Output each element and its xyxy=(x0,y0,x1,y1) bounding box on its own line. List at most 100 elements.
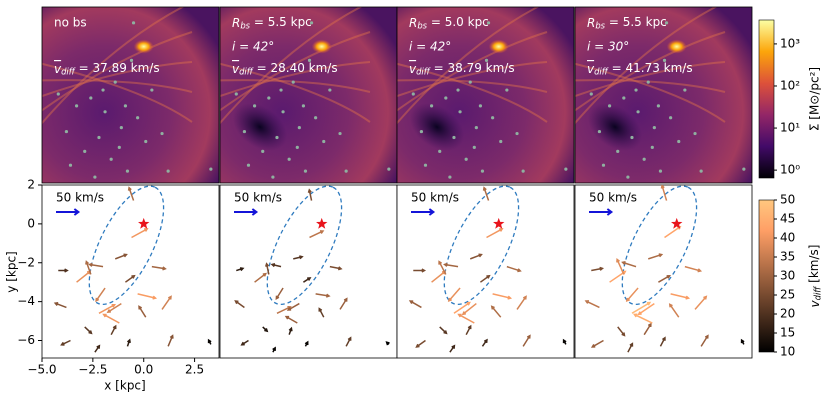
star-particle xyxy=(117,145,121,150)
mean-velocity-symbol: v xyxy=(54,62,62,76)
star-particle xyxy=(83,149,87,153)
velocity-arrow xyxy=(643,322,652,336)
velocity-arrow xyxy=(591,266,605,272)
x-tick-label: −5.0 xyxy=(27,363,56,377)
density-hole xyxy=(587,103,643,151)
y-tick-label: 2 xyxy=(27,178,35,192)
colorbar-tick-label: 15 xyxy=(780,326,795,340)
star-particle xyxy=(129,58,134,62)
velocity-arrow xyxy=(131,228,149,239)
star-particle xyxy=(472,145,476,150)
star-particle xyxy=(626,175,630,179)
star-particle xyxy=(616,149,620,153)
mean-velocity: vdiff = 37.89 km/s xyxy=(54,60,160,76)
star-particle xyxy=(97,135,101,140)
spiral-arm xyxy=(220,61,371,98)
velocity-arrow xyxy=(270,262,282,268)
velocity-arrow xyxy=(479,274,491,283)
velocity-arrow xyxy=(102,313,120,324)
panel-title-sub: bs xyxy=(240,20,250,30)
velocity-arrow xyxy=(151,265,167,271)
y-tick-label: −4 xyxy=(17,294,35,308)
density-panel xyxy=(575,7,752,183)
velocity-arrow xyxy=(85,260,92,275)
velocity-arrow xyxy=(415,339,426,348)
panel-title-sub: bs xyxy=(595,20,605,30)
y-tick-label: −2 xyxy=(17,255,35,269)
star-particle xyxy=(411,92,415,96)
quiver-key-arrow xyxy=(234,208,259,216)
star-particle xyxy=(662,58,667,62)
star-particle xyxy=(328,88,332,92)
star-particle xyxy=(464,157,468,161)
y-tick-label: 0 xyxy=(27,216,35,230)
velocity-arrow xyxy=(461,302,477,316)
colorbar-label: Σ [M⊙/pc²] xyxy=(808,67,822,131)
panel-frame xyxy=(219,184,398,359)
star-particle xyxy=(150,88,154,92)
velocity-arrow xyxy=(288,326,293,335)
velocity-arrow xyxy=(207,338,212,345)
star-particle xyxy=(307,58,312,62)
velocity-arrow xyxy=(234,300,245,309)
colorbar-tick-label: 10 xyxy=(780,345,795,359)
velocity-arrow xyxy=(457,313,475,324)
spiral-arm xyxy=(220,62,371,123)
colorbar-tick-label: 25 xyxy=(780,288,795,302)
x-tick-label: 0.0 xyxy=(134,363,153,377)
density-hole xyxy=(409,103,465,151)
star-particle xyxy=(630,135,634,140)
star-particle xyxy=(474,126,478,130)
velocity-arrow xyxy=(304,340,309,347)
panel-inclination: i = 30° xyxy=(587,40,629,54)
velocity-arrow xyxy=(137,293,158,300)
mean-velocity: vdiff = 41.73 km/s xyxy=(587,60,693,76)
star-particle xyxy=(279,88,283,92)
spiral-arm xyxy=(42,61,193,98)
quiver-key-arrow xyxy=(56,208,81,216)
star-particle xyxy=(246,163,251,167)
star-particle xyxy=(297,126,301,130)
x-tick-label: −2.5 xyxy=(78,363,107,377)
colorbar-tick-label: 35 xyxy=(780,250,795,264)
velocity-arrow xyxy=(627,342,634,353)
star-particle xyxy=(601,163,606,167)
star-particle xyxy=(597,129,602,134)
velocity-arrow xyxy=(127,186,135,201)
panel-title: Rbs = 5.5 kpc xyxy=(587,14,667,30)
star-particle xyxy=(209,167,213,171)
bright-core xyxy=(488,39,509,54)
velocity-arrow xyxy=(98,303,117,314)
velocity-arrow xyxy=(469,253,483,260)
star-particle xyxy=(56,92,60,96)
x-axis-label: x [kpc] xyxy=(104,379,145,393)
star-particle xyxy=(505,88,509,92)
star-particle xyxy=(452,135,456,140)
star-particle xyxy=(131,21,136,25)
colorbar-label-text: [km/s] xyxy=(806,245,820,287)
velocity-arrow xyxy=(516,295,527,310)
mean-velocity-sub: diff xyxy=(594,66,609,76)
spiral-arm xyxy=(575,62,726,123)
star-particle xyxy=(699,169,703,173)
star-particle xyxy=(458,110,462,114)
velocity-arrow xyxy=(481,338,488,347)
quiver-key-label: 50 km/s xyxy=(411,191,459,205)
star-particle xyxy=(261,149,265,153)
star-particle xyxy=(456,88,460,92)
star-particle xyxy=(438,149,442,153)
velocity-arrow xyxy=(465,324,472,336)
velocity-arrow xyxy=(161,295,172,310)
mean-velocity-sub: diff xyxy=(416,66,431,76)
star-particle xyxy=(275,135,279,140)
colorbar-label-symbol: v xyxy=(808,299,822,307)
star-particle xyxy=(564,167,568,171)
star-particle xyxy=(664,21,669,25)
velocity-arrow xyxy=(114,253,128,260)
quiver-key-label: 50 km/s xyxy=(234,191,282,205)
star-particle xyxy=(607,104,612,108)
panel-frame xyxy=(41,184,220,359)
spiral-arm xyxy=(220,79,371,93)
center-star xyxy=(671,217,683,229)
